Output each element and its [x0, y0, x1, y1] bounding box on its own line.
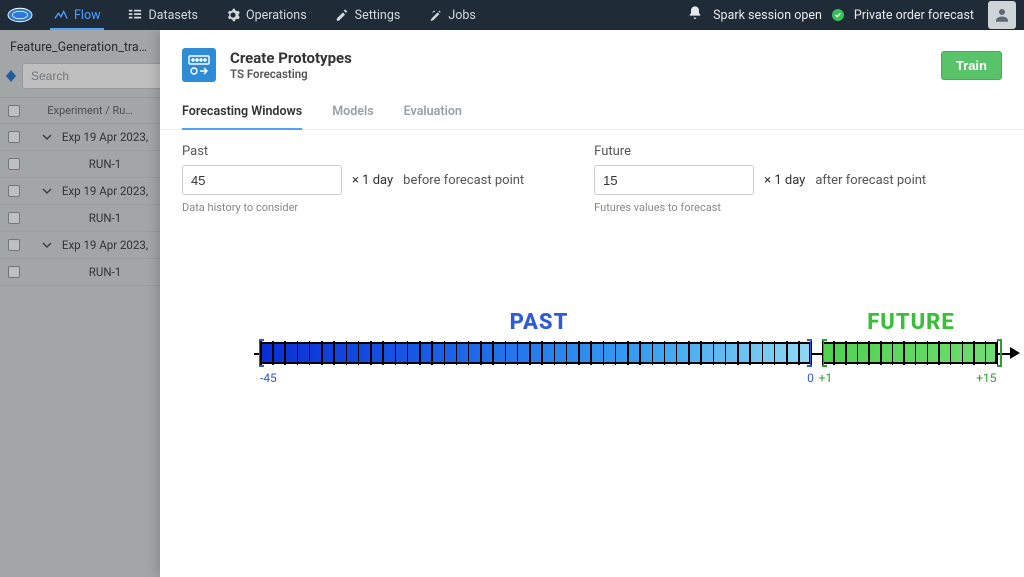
top-nav: FlowDatasetsOperationsSettingsJobs Spark…	[0, 0, 1024, 30]
row-checkbox[interactable]	[8, 185, 20, 197]
future-input[interactable]	[594, 165, 754, 195]
session-status: Spark session open	[713, 8, 822, 23]
page-subtitle: TS Forecasting	[230, 67, 352, 81]
axis-max: +15	[976, 371, 996, 385]
experiment-row[interactable]: Exp 19 Apr 2023,	[0, 232, 160, 259]
row-checkbox[interactable]	[8, 239, 20, 251]
chart-future-label: FUTURE	[818, 310, 1004, 335]
run-row[interactable]: RUN-1	[0, 259, 160, 286]
future-hint: Futures values to forecast	[594, 201, 926, 214]
future-field: Future × 1 day after forecast point Futu…	[594, 144, 926, 214]
chart-past-label: PAST	[260, 310, 818, 335]
chevron-down-icon[interactable]	[42, 132, 52, 142]
subtabs: Forecasting Windows Models Evaluation	[160, 88, 1024, 130]
future-unit: × 1 day	[764, 173, 805, 188]
past-hint: Data history to consider	[182, 201, 524, 214]
bell-icon[interactable]	[687, 5, 703, 25]
run-row[interactable]: RUN-1	[0, 151, 160, 178]
run-row[interactable]: RUN-1	[0, 205, 160, 232]
past-field: Past × 1 day before forecast point Data …	[182, 144, 524, 214]
experiment-row[interactable]: Exp 19 Apr 2023,	[0, 178, 160, 205]
nav-operations[interactable]: Operations	[212, 0, 321, 30]
past-desc: before forecast point	[403, 173, 524, 188]
nav-settings[interactable]: Settings	[321, 0, 415, 30]
row-checkbox[interactable]	[8, 212, 20, 224]
collapse-icon[interactable]	[6, 67, 16, 85]
select-all-checkbox[interactable]	[8, 105, 20, 117]
past-segment	[260, 342, 811, 364]
row-checkbox[interactable]	[8, 158, 20, 170]
past-input[interactable]	[182, 165, 342, 195]
experiment-row[interactable]: Exp 19 Apr 2023,	[0, 124, 160, 151]
arrow-right-icon	[1010, 347, 1020, 359]
nav-jobs[interactable]: Jobs	[414, 0, 490, 30]
experiment-sidebar: Feature_Generation_tra… Experiment / Ru……	[0, 30, 160, 577]
future-label: Future	[594, 144, 926, 159]
nav-flow[interactable]: Flow	[40, 0, 114, 30]
prototype-icon	[182, 48, 216, 82]
row-checkbox[interactable]	[8, 266, 20, 278]
timeline-chart: PAST FUTURE -45 0 +1 +15	[260, 310, 1004, 389]
chevron-down-icon[interactable]	[42, 186, 52, 196]
status-ok-icon	[832, 9, 844, 21]
tab-models[interactable]: Models	[332, 98, 373, 129]
list-header: Experiment / Ru…	[0, 97, 160, 124]
past-unit: × 1 day	[352, 173, 393, 188]
page-title: Create Prototypes	[230, 49, 352, 67]
future-desc: after forecast point	[815, 173, 926, 188]
row-checkbox[interactable]	[8, 131, 20, 143]
breadcrumb[interactable]: Feature_Generation_tra…	[0, 30, 160, 63]
train-button[interactable]: Train	[941, 51, 1002, 80]
axis-min: -45	[260, 371, 277, 385]
future-segment	[822, 342, 997, 364]
project-name[interactable]: Private order forecast	[854, 8, 974, 23]
past-label: Past	[182, 144, 524, 159]
axis-zero: 0	[807, 371, 814, 385]
tab-evaluation[interactable]: Evaluation	[404, 98, 462, 129]
tab-forecasting-windows[interactable]: Forecasting Windows	[182, 98, 302, 129]
app-logo[interactable]	[0, 0, 40, 30]
axis-one: +1	[819, 371, 833, 385]
main-panel: Create Prototypes TS Forecasting Train F…	[160, 30, 1024, 577]
user-avatar[interactable]	[988, 1, 1016, 29]
chevron-down-icon[interactable]	[42, 240, 52, 250]
nav-datasets[interactable]: Datasets	[114, 0, 212, 30]
